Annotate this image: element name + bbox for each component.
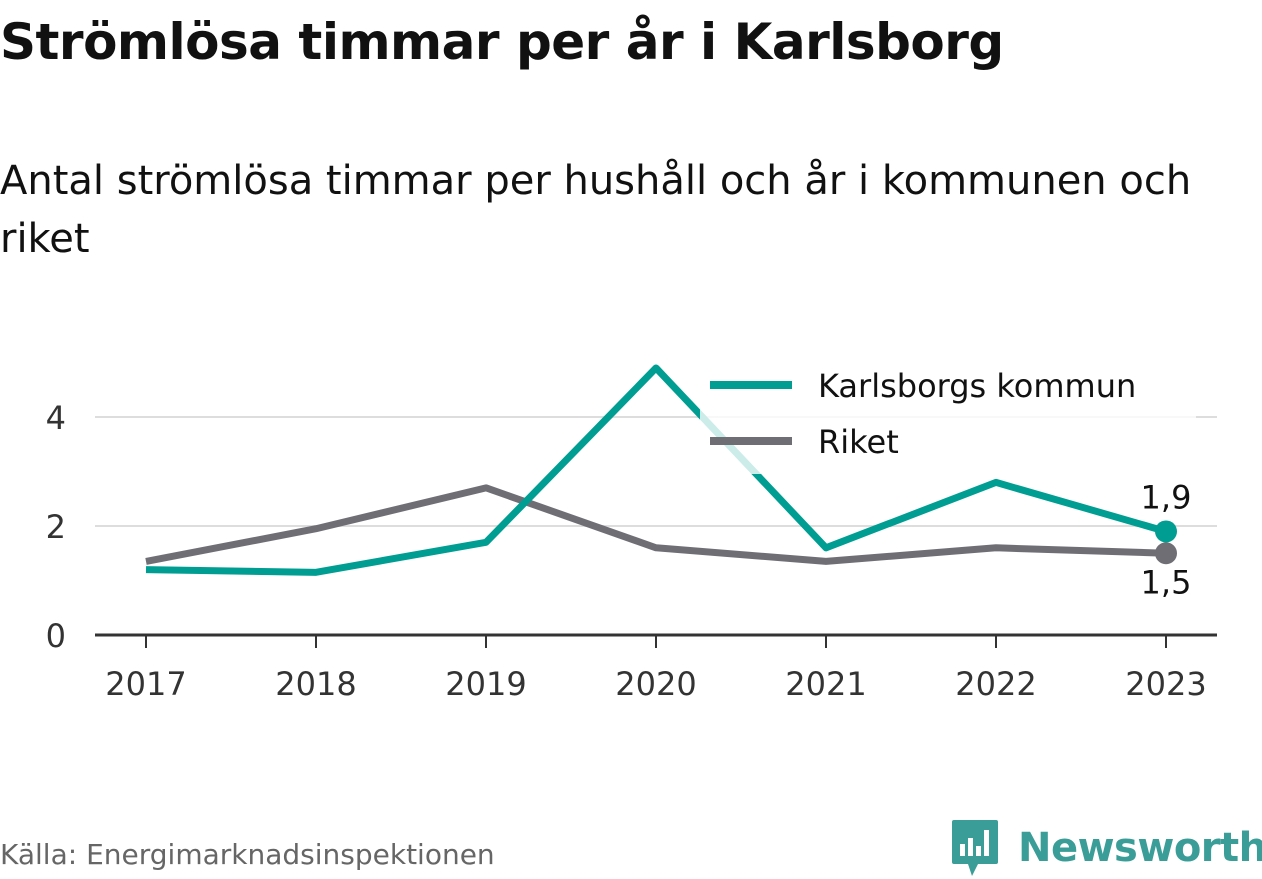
source-note: Källa: Energimarknadsinspektionen [0, 838, 495, 871]
chart-subtitle: Antal strömlösa timmar per hushåll och å… [0, 158, 1192, 262]
series-end-point-1 [1155, 542, 1177, 565]
x-tick-label: 2019 [445, 665, 526, 703]
x-tick-label: 2022 [955, 665, 1036, 703]
series-line-1 [145, 484, 1167, 565]
x-tick-label: 2021 [785, 665, 866, 703]
chart-title: Strömlösa timmar per år i Karlsborg [0, 13, 1004, 71]
brand-name: Newsworthy [1018, 825, 1262, 871]
x-tick-label: 2018 [275, 665, 356, 703]
data-label: 1,5 [1141, 563, 1192, 601]
series-end-point-0 [1155, 520, 1177, 543]
brand-logo: Newsworthy [950, 818, 1262, 878]
legend-label: Karlsborgs kommun [818, 367, 1136, 405]
series-line-0 [145, 364, 1167, 576]
y-tick-label: 0 [46, 617, 66, 655]
data-label: 1,9 [1141, 478, 1192, 516]
y-tick-label: 2 [46, 508, 66, 546]
x-tick-label: 2020 [615, 665, 696, 703]
x-tick-label: 2017 [105, 665, 186, 703]
legend-background [700, 362, 1196, 474]
legend-label: Riket [818, 423, 899, 461]
y-tick-label: 4 [46, 399, 66, 437]
newsworthy-logo-icon [952, 820, 998, 876]
x-tick-label: 2023 [1125, 665, 1206, 703]
